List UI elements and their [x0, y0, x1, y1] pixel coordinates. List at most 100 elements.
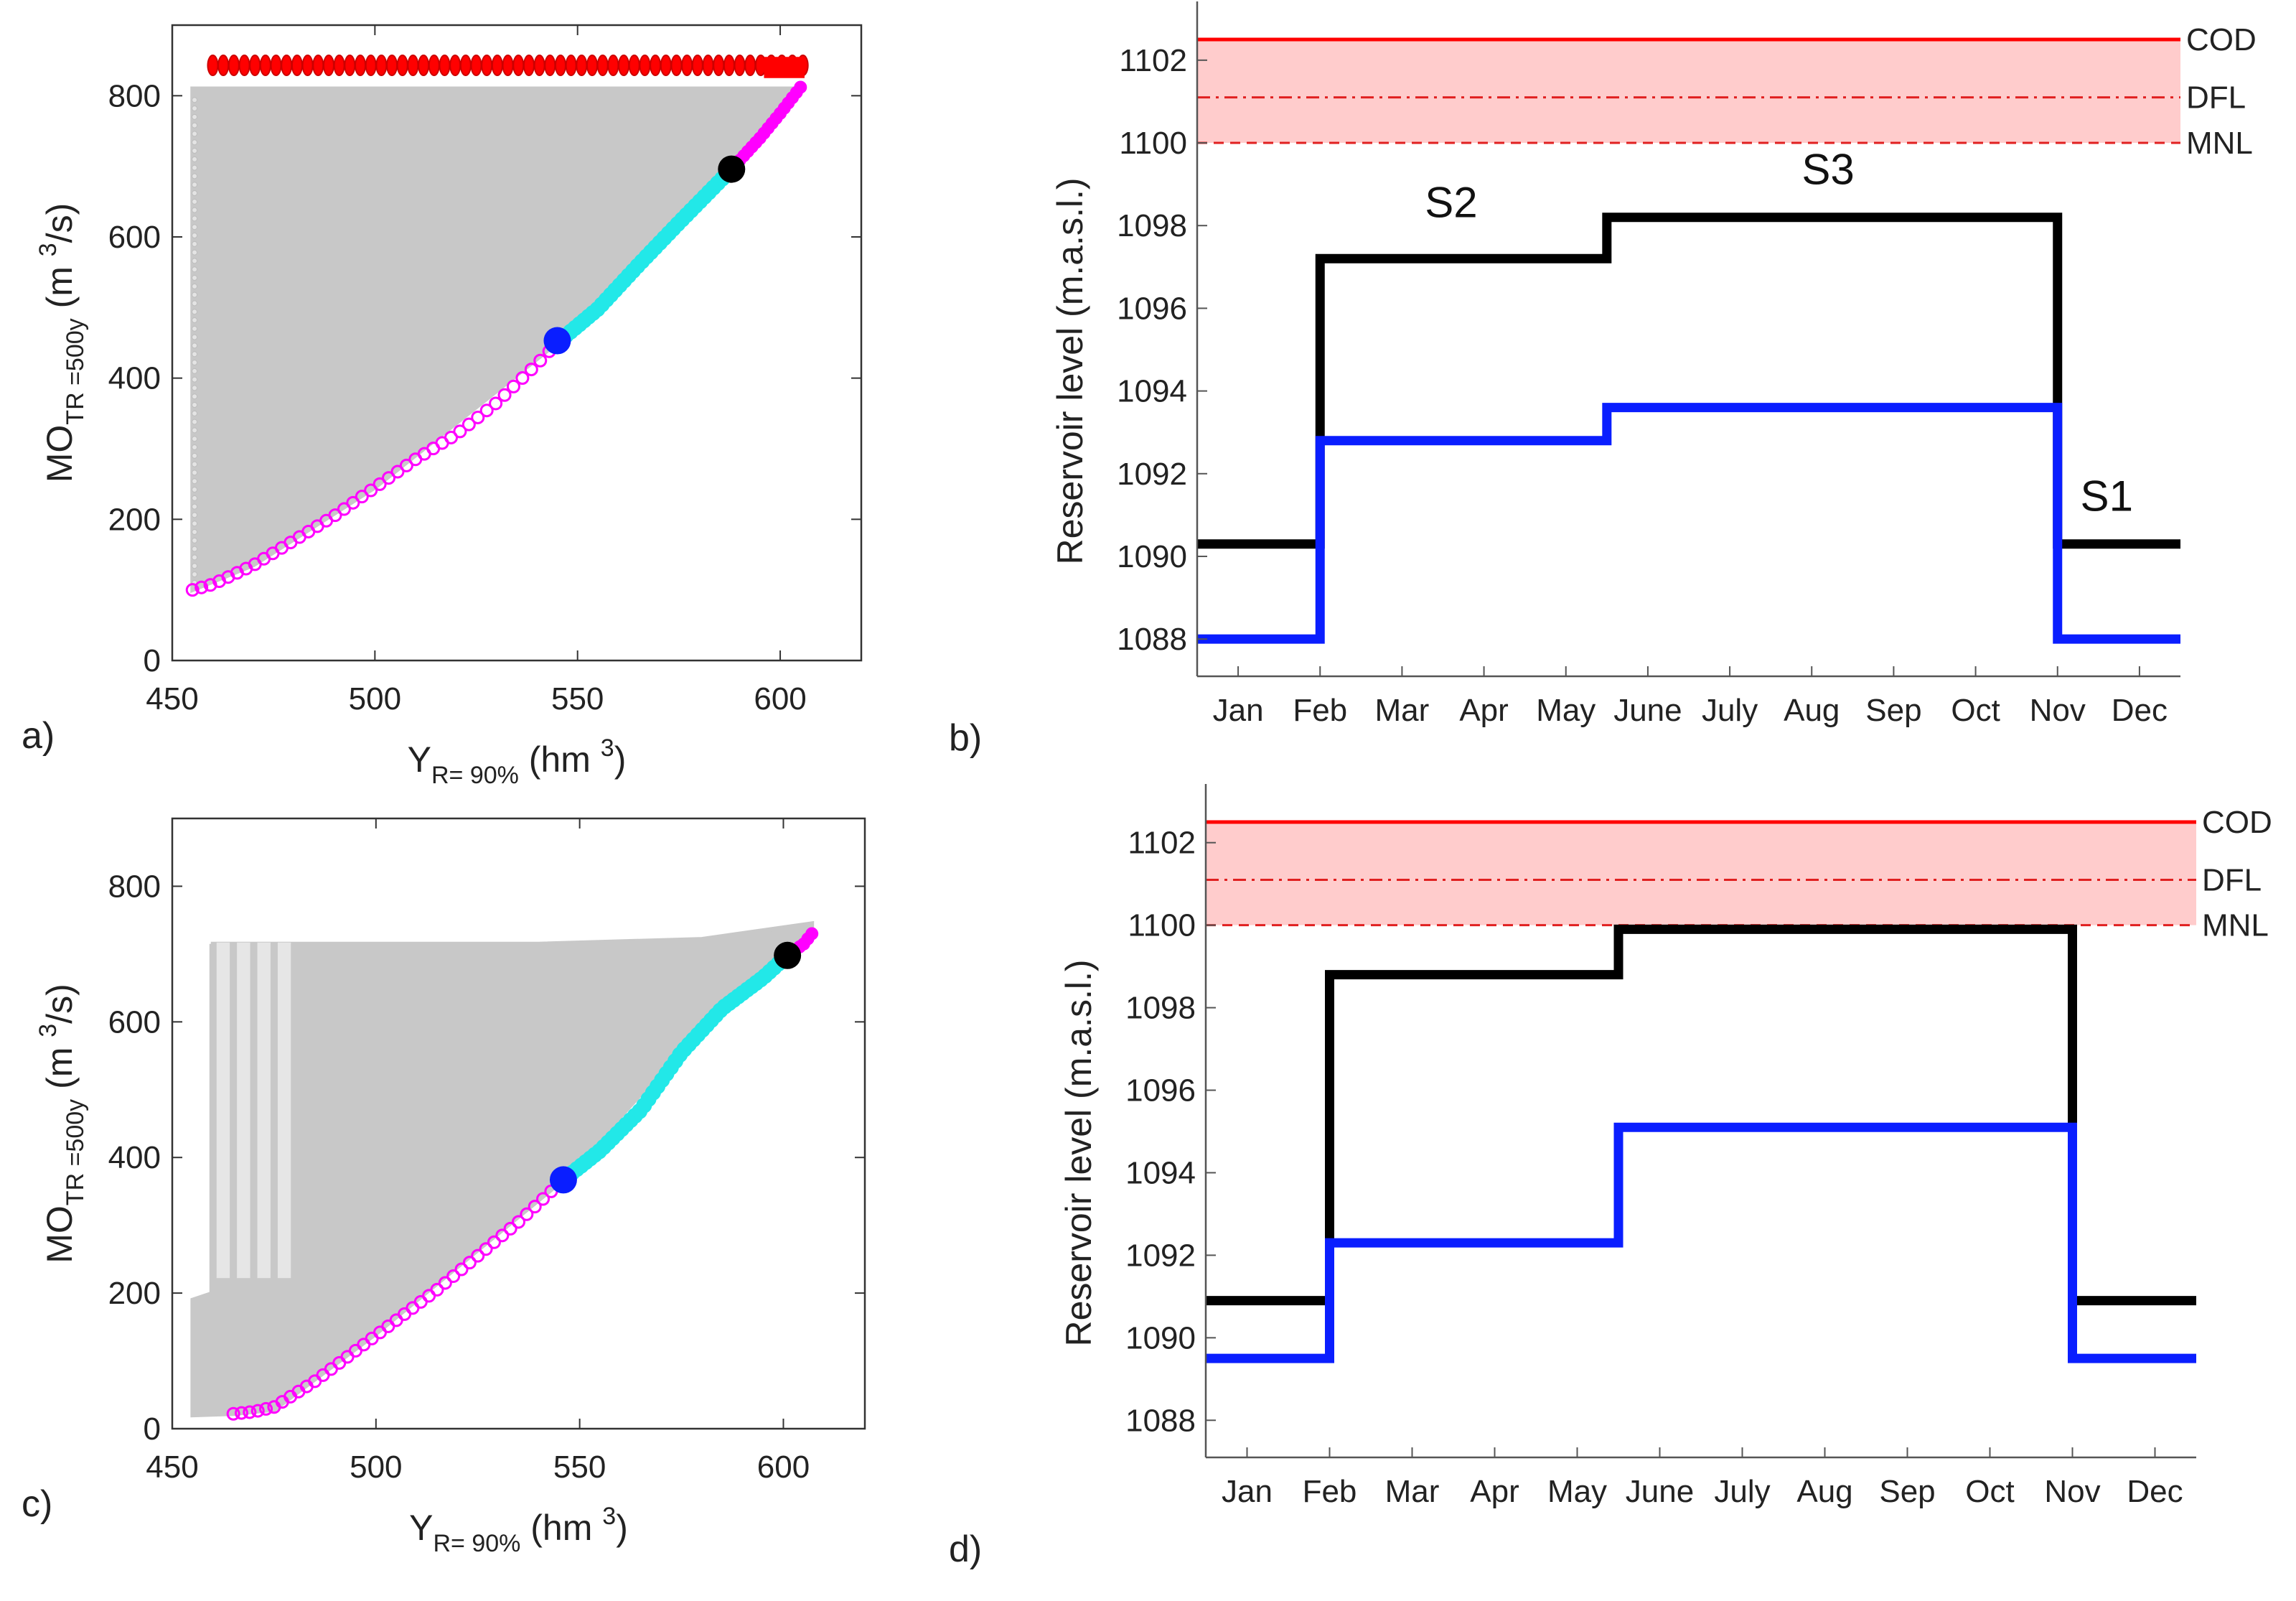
grey-point — [192, 478, 198, 485]
panel-letter: b) — [949, 717, 982, 759]
y-tick-label: 1098 — [1117, 208, 1187, 243]
chart-panel-b: COD DFL MNL 1088 1090 1092 1094 1096 1098 1100 110… — [933, 0, 2296, 790]
grey-point — [192, 537, 198, 543]
month-label: May — [1547, 1474, 1607, 1509]
x-title-sup: 3 — [601, 734, 614, 762]
x-title-unit: (hm — [520, 1508, 602, 1548]
chart-panel-d: COD DFL MNL 1088 1090 1092 1094 1096 1098 1100 110… — [933, 783, 2296, 1601]
y-tick-label: 400 — [108, 1140, 161, 1175]
red-point — [650, 55, 662, 77]
grey-point — [192, 470, 198, 476]
spike-gap — [277, 942, 291, 1279]
grey-point — [192, 325, 198, 332]
month-label: Dec — [2112, 693, 2168, 728]
month-label: Aug — [1784, 693, 1840, 728]
red-point — [238, 55, 250, 77]
month-label: Jan — [1213, 693, 1264, 728]
x-tick-label: 600 — [754, 681, 806, 717]
grey-point — [192, 436, 198, 442]
red-point — [418, 55, 430, 77]
grey-point — [192, 563, 198, 569]
grey-point — [192, 224, 198, 230]
grey-spike — [230, 943, 238, 1361]
x-title-sup: 3 — [602, 1503, 616, 1530]
month-label: Sep — [1879, 1474, 1935, 1509]
level-label-mnl: MNL — [2186, 126, 2253, 161]
pareto-point-magenta — [346, 495, 360, 510]
x-title-main: Y — [408, 739, 431, 780]
series-annotation: S3 — [1801, 146, 1854, 194]
x-axis-title: YR= 90% (hm 3) — [408, 734, 627, 789]
red-point — [660, 55, 672, 77]
y-tick-label: 1098 — [1125, 991, 1196, 1026]
grey-point — [192, 487, 198, 493]
pareto-point-magenta — [250, 1404, 265, 1418]
x-tick-label: 450 — [146, 1450, 198, 1485]
y-title-sub: TR =500y — [62, 318, 89, 424]
y-title-unit: (m — [39, 1037, 80, 1099]
pareto-point-magenta — [497, 388, 512, 402]
y-tick-label: 600 — [108, 1004, 161, 1040]
y-title-unit-end: /s) — [39, 984, 80, 1024]
grey-point — [192, 139, 198, 146]
red-point — [523, 55, 535, 77]
red-point — [301, 55, 314, 77]
x-title-unit-end: ) — [614, 739, 627, 780]
month-label: Mar — [1385, 1474, 1440, 1509]
chart-panel-a: 450 500 550 600 0 200 400 600 800 YR= 90% (hm 3) M… — [0, 0, 883, 790]
y-tick-label: 200 — [108, 502, 161, 537]
month-label: May — [1536, 693, 1596, 728]
pareto-point-magenta — [520, 1207, 534, 1221]
grey-point — [192, 376, 198, 383]
red-point — [554, 55, 566, 77]
red-point — [375, 55, 388, 77]
pareto-point-magenta — [479, 1242, 493, 1256]
red-point — [396, 55, 408, 77]
red-point — [713, 55, 725, 77]
red-point — [639, 55, 651, 77]
pareto-point-magenta — [438, 1276, 452, 1290]
red-point — [270, 55, 282, 77]
pareto-point-magenta — [479, 403, 494, 418]
red-point — [576, 55, 588, 77]
pareto-point-magenta — [235, 1406, 248, 1420]
red-point — [428, 55, 440, 77]
y-tick-label: 1090 — [1117, 539, 1187, 574]
red-point — [481, 55, 493, 77]
grey-point — [192, 113, 198, 120]
red-point — [744, 55, 756, 77]
grey-point — [192, 503, 198, 510]
grey-point — [192, 529, 198, 536]
month-label: Oct — [1965, 1474, 2014, 1509]
pareto-point-magenta — [328, 508, 342, 523]
pareto-point-magenta — [444, 430, 459, 444]
y-tick-label: 1092 — [1125, 1238, 1196, 1273]
y-tick-label: 1102 — [1128, 826, 1196, 861]
red-point — [365, 55, 377, 77]
spike-gap — [237, 942, 250, 1279]
red-point — [618, 55, 630, 77]
grey-point — [192, 317, 198, 324]
grey-point — [192, 309, 198, 315]
pareto-point-magenta — [430, 1282, 444, 1297]
grey-point — [192, 283, 198, 289]
month-label: Apr — [1459, 693, 1508, 728]
y-tick-label: 600 — [108, 220, 161, 255]
y-tick-label: 1090 — [1125, 1320, 1196, 1355]
red-point — [470, 55, 482, 77]
red-point — [312, 55, 324, 77]
y-title-sup: 3 — [34, 243, 62, 256]
month-label: July — [1702, 693, 1758, 728]
y-tick-label: 0 — [144, 643, 161, 678]
red-point — [386, 55, 398, 77]
pareto-point-magenta — [503, 1221, 517, 1236]
y-title-sub: TR =500y — [62, 1099, 89, 1205]
grey-point — [192, 495, 198, 501]
level-label-dfl: DFL — [2186, 80, 2246, 116]
month-label: June — [1626, 1474, 1694, 1509]
y-axis-title-group: Reservoir level (m.a.s.l.) — [1059, 960, 1099, 1347]
scatter-chart-c: 450 500 550 600 0 200 400 600 800 YR= 90% (hm 3) M… — [22, 817, 866, 1557]
pareto-point-magenta — [399, 458, 413, 472]
pareto-point-magenta-upper — [794, 80, 807, 94]
pareto-point-magenta — [390, 465, 405, 479]
